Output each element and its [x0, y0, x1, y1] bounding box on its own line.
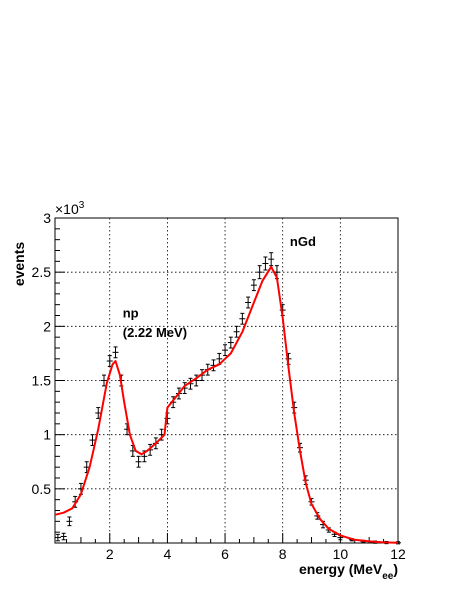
y-axis-title: events	[11, 242, 27, 287]
x-tick-label: 12	[390, 546, 406, 562]
x-tick-label: 2	[106, 546, 114, 562]
mc-curve	[54, 265, 399, 544]
y-tick-label: 0.5	[32, 481, 52, 497]
x-tick-label: 8	[279, 546, 287, 562]
tick-labels: 2 4 6 8 10 12 0.5 1 1.5 2 2.5 3	[32, 210, 406, 562]
x-axis-title: energy (MeVee)	[299, 561, 398, 582]
axis-ticks	[55, 217, 399, 543]
annotation-ngd: nGd	[290, 234, 316, 249]
x-tick-label: 4	[164, 546, 172, 562]
grid	[55, 218, 398, 543]
y-tick-label: 3	[43, 210, 51, 226]
y-multiplier: ×103	[55, 200, 85, 217]
data-points	[54, 252, 401, 545]
y-tick-label: 1	[43, 427, 51, 443]
y-tick-label: 2.5	[32, 264, 52, 280]
mc-line	[54, 265, 399, 544]
x-tick-label: 10	[333, 546, 349, 562]
y-tick-label: 2	[43, 318, 51, 334]
x-tick-label: 6	[221, 546, 229, 562]
annotation-np-energy: (2.22 MeV)	[123, 325, 187, 340]
annotation-np: np	[123, 306, 139, 321]
y-tick-label: 1.5	[32, 373, 52, 389]
